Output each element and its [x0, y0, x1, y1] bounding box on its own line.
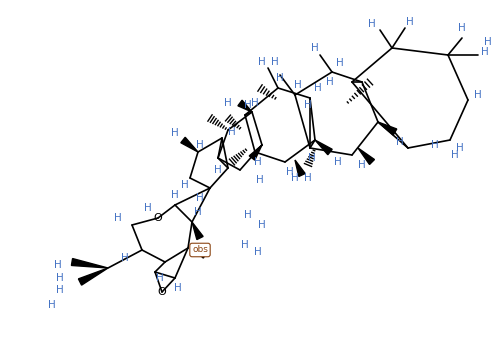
- Text: H: H: [251, 98, 259, 108]
- Text: H: H: [291, 173, 299, 183]
- Polygon shape: [249, 145, 262, 160]
- Text: H: H: [304, 173, 312, 183]
- Polygon shape: [358, 148, 374, 165]
- Text: H: H: [244, 100, 252, 110]
- Text: H: H: [474, 90, 482, 100]
- Text: H: H: [56, 273, 64, 283]
- Text: H: H: [396, 137, 404, 147]
- Text: H: H: [451, 150, 459, 160]
- Text: H: H: [48, 300, 56, 310]
- Text: H: H: [174, 283, 182, 293]
- Text: H: H: [294, 80, 302, 90]
- Text: H: H: [481, 47, 489, 57]
- Text: H: H: [114, 213, 122, 223]
- Text: H: H: [314, 83, 322, 93]
- Polygon shape: [295, 160, 305, 177]
- Text: H: H: [258, 57, 266, 67]
- Text: H: H: [156, 273, 164, 283]
- Text: H: H: [244, 210, 252, 220]
- Text: H: H: [258, 220, 266, 230]
- Text: H: H: [334, 157, 342, 167]
- Text: H: H: [456, 143, 464, 153]
- Polygon shape: [181, 137, 198, 152]
- Polygon shape: [78, 268, 108, 285]
- Text: H: H: [326, 77, 334, 87]
- Text: H: H: [54, 260, 62, 270]
- Text: H: H: [214, 165, 222, 175]
- Polygon shape: [192, 222, 203, 240]
- Text: H: H: [171, 190, 179, 200]
- Text: H: H: [336, 58, 344, 68]
- Text: H: H: [228, 127, 236, 137]
- Text: H: H: [224, 98, 232, 108]
- Text: H: H: [241, 240, 249, 250]
- Text: H: H: [121, 253, 129, 263]
- Text: H: H: [484, 37, 492, 47]
- Text: H: H: [358, 160, 366, 170]
- Text: H: H: [254, 247, 262, 257]
- Text: H: H: [256, 175, 264, 185]
- Text: O: O: [154, 213, 162, 223]
- Text: H: H: [271, 57, 279, 67]
- Polygon shape: [238, 100, 252, 112]
- Text: H: H: [276, 73, 284, 83]
- Polygon shape: [378, 122, 397, 135]
- Text: H: H: [196, 140, 204, 150]
- Text: H: H: [431, 140, 439, 150]
- Text: H: H: [56, 285, 64, 295]
- Text: O: O: [158, 287, 166, 297]
- Polygon shape: [192, 248, 207, 258]
- Text: H: H: [311, 43, 319, 53]
- Text: H: H: [171, 128, 179, 138]
- Polygon shape: [71, 258, 108, 268]
- Text: obs: obs: [192, 245, 208, 254]
- Text: H: H: [304, 100, 312, 110]
- Polygon shape: [315, 140, 332, 155]
- Text: H: H: [254, 157, 262, 167]
- Text: H: H: [144, 203, 152, 213]
- Text: H: H: [368, 19, 376, 29]
- Text: H: H: [286, 167, 294, 177]
- Text: H: H: [196, 193, 204, 203]
- Text: H: H: [308, 153, 316, 163]
- Text: H: H: [194, 207, 202, 217]
- Text: H: H: [181, 180, 189, 190]
- Text: H: H: [406, 17, 414, 27]
- Text: H: H: [458, 23, 466, 33]
